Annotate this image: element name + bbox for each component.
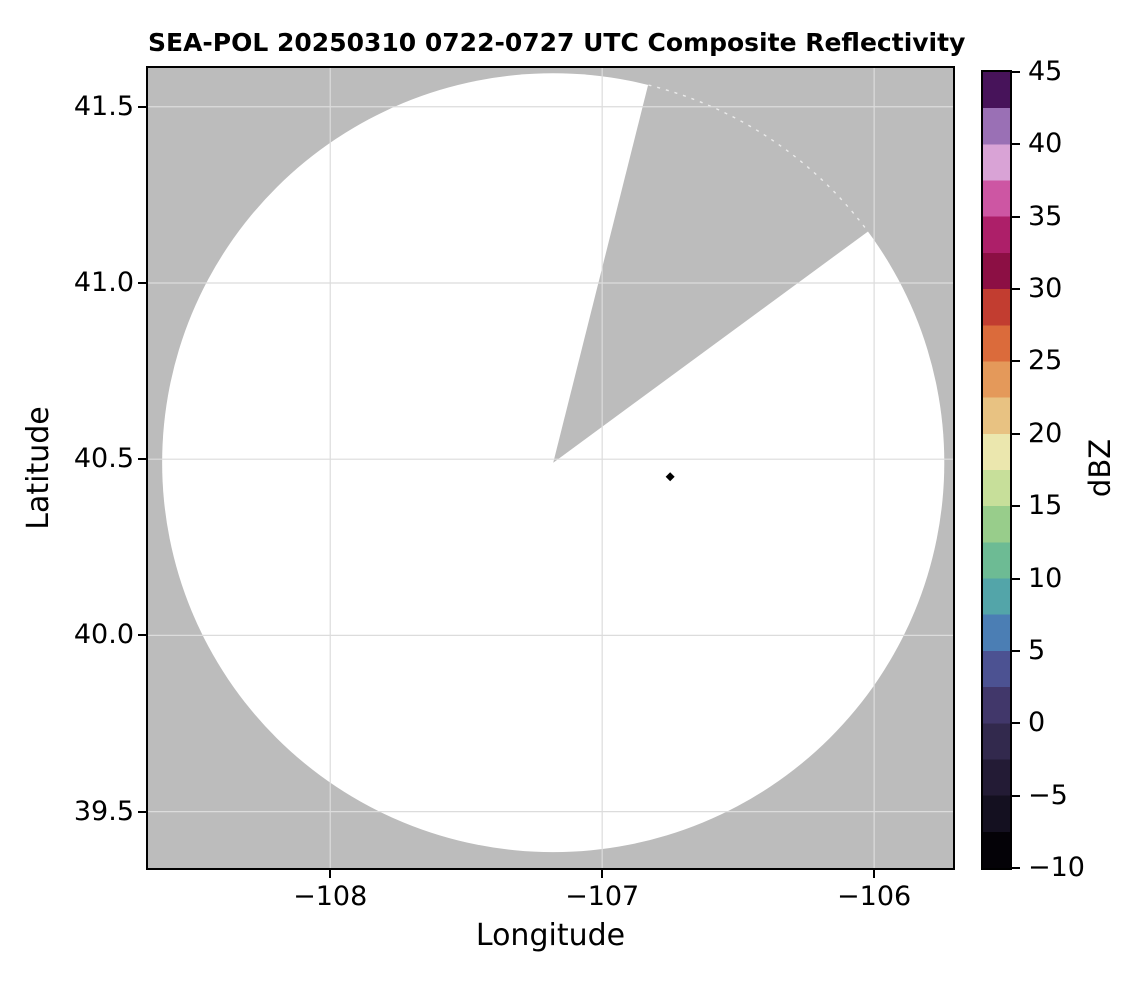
colorbar-tick-label: 15 [1028,490,1063,522]
echo-point-diamond [665,472,675,482]
x-axis-tickmark [873,870,876,878]
x-axis-tickmark [601,870,604,878]
y-axis-tickmark [138,458,146,461]
x-axis-label: Longitude [475,918,626,953]
y-axis-tick-label: 41.5 [73,90,134,122]
colorbar-tick-label: 35 [1028,200,1063,232]
radar-plot-svg [148,68,953,868]
y-axis-tickmark [138,105,146,108]
y-axis-tick-label: 40.5 [73,443,134,475]
colorbar-tick-label: −5 [1028,779,1068,811]
blocked-sector-wedge [553,68,953,463]
colorbar-tickmark [1012,794,1020,797]
y-axis-tickmark [138,281,146,284]
colorbar-tick-label: 0 [1028,707,1046,739]
colorbar-tick-label: −10 [1028,852,1085,883]
colorbar-tick-label: 45 [1028,56,1063,87]
colorbar-tickmark [1012,288,1020,291]
colorbar-tick-label: 25 [1028,345,1063,377]
colorbar-tick-label: 20 [1028,417,1063,449]
x-axis-tick-label: −106 [837,881,912,912]
range-arc-remnant [648,84,869,233]
colorbar [981,70,1012,870]
y-axis-tickmark [138,810,146,813]
y-axis-tick-label: 39.5 [73,795,134,827]
y-axis-tick-label: 41.0 [73,266,134,298]
colorbar-tickmark [1012,215,1020,218]
y-axis-tickmark [138,634,146,637]
colorbar-tickmark [1012,71,1020,73]
y-axis-tick-label: 40.0 [73,619,134,651]
chart-title: SEA-POL 20250310 0722-0727 UTC Composite… [148,28,966,57]
x-axis-tickmark [329,870,332,878]
colorbar-tick-label: 30 [1028,273,1063,305]
colorbar-tick-label: 10 [1028,562,1063,594]
plot-area [146,66,955,870]
colorbar-tick-label: 40 [1028,128,1063,160]
colorbar-tickmark [1012,505,1020,508]
x-axis-tick-label: −108 [293,881,368,912]
colorbar-tickmark [1012,722,1020,725]
colorbar-tick-label: 5 [1028,634,1046,666]
colorbar-tickmark [1012,577,1020,580]
colorbar-gradient [983,72,1010,868]
colorbar-tickmark [1012,360,1020,363]
colorbar-unit-label: dBZ [1083,438,1117,498]
colorbar-tickmark [1012,867,1020,869]
colorbar-tickmark [1012,143,1020,146]
x-axis-tick-label: −107 [565,881,640,912]
colorbar-tickmark [1012,649,1020,652]
colorbar-tickmark [1012,432,1020,435]
